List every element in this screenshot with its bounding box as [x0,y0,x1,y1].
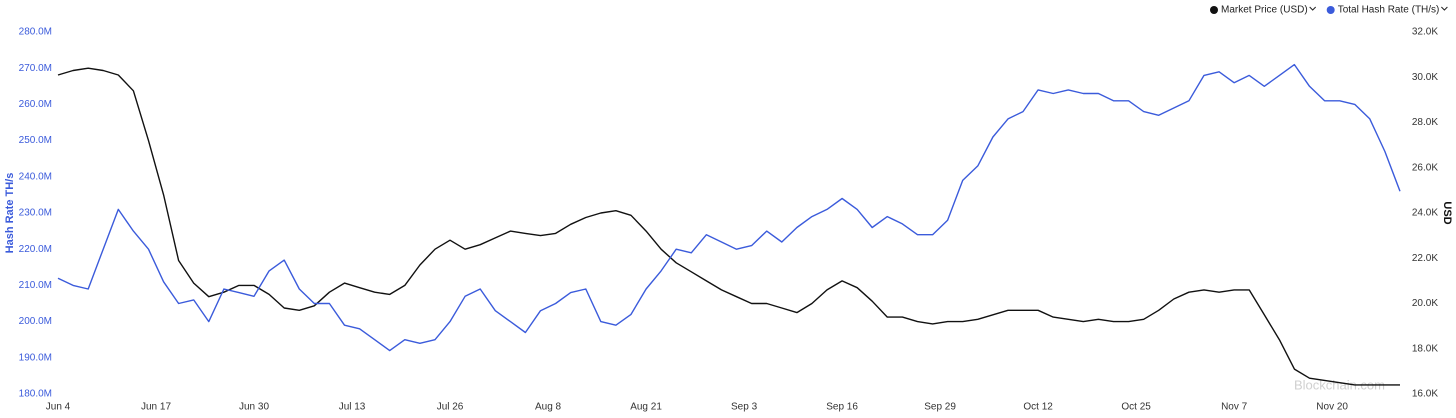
y-tick-label: 230.0M [19,208,52,219]
y2-tick-label: 28.0K [1412,117,1438,128]
y-tick-label: 180.0M [19,389,52,400]
x-tick-label: Sep 29 [924,402,956,413]
y-tick-label: 200.0M [19,316,52,327]
x-tick-label: Jun 30 [239,402,269,413]
legend-marker [1326,6,1335,14]
x-tick-label: Oct 25 [1121,402,1151,413]
series-line [57,63,1401,352]
y2-tick-label: 26.0K [1412,162,1438,173]
x-tick-label: Jun 4 [46,402,71,413]
watermark: Blockchain.com [1294,377,1385,392]
x-tick-label: Jul 26 [437,402,464,413]
y-tick-label: 210.0M [19,280,52,291]
legend-label: Total Hash Rate (TH/s) [1338,5,1440,16]
x-tick-label: Aug 21 [630,402,662,413]
y-tick-label: 240.0M [19,171,52,182]
x-tick-label: Oct 12 [1023,402,1053,413]
y-tick-label: 270.0M [19,63,52,74]
y2-tick-label: 24.0K [1412,208,1438,219]
legend-marker [1210,6,1218,14]
x-tick-label: Nov 7 [1221,402,1248,413]
x-tick-label: Sep 3 [731,402,758,413]
x-tick-label: Jul 13 [339,402,366,413]
x-tick-label: Nov 20 [1316,402,1348,413]
series-line [57,67,1400,386]
y-tick-label: 220.0M [19,244,52,255]
y-tick-label: 250.0M [19,135,52,146]
legend-chevron [1309,6,1317,11]
x-tick-label: Sep 16 [826,402,858,413]
y2-axis-title: USD [1441,201,1453,224]
y2-tick-label: 20.0K [1412,298,1438,309]
y2-tick-label: 30.0K [1412,72,1438,83]
y2-tick-label: 22.0K [1412,253,1438,264]
y-tick-label: 260.0M [19,99,52,110]
x-tick-label: Aug 8 [535,402,562,413]
x-tick-label: Jun 17 [141,402,171,413]
y-axis-title: Hash Rate TH/s [4,173,16,254]
y-tick-label: 280.0M [19,27,52,38]
y2-tick-label: 18.0K [1412,343,1438,354]
legend-label: Market Price (USD) [1221,5,1308,16]
y2-tick-label: 16.0K [1412,389,1438,400]
y-tick-label: 190.0M [19,352,52,363]
legend-chevron [1441,6,1448,11]
y2-tick-label: 32.0K [1412,27,1438,38]
